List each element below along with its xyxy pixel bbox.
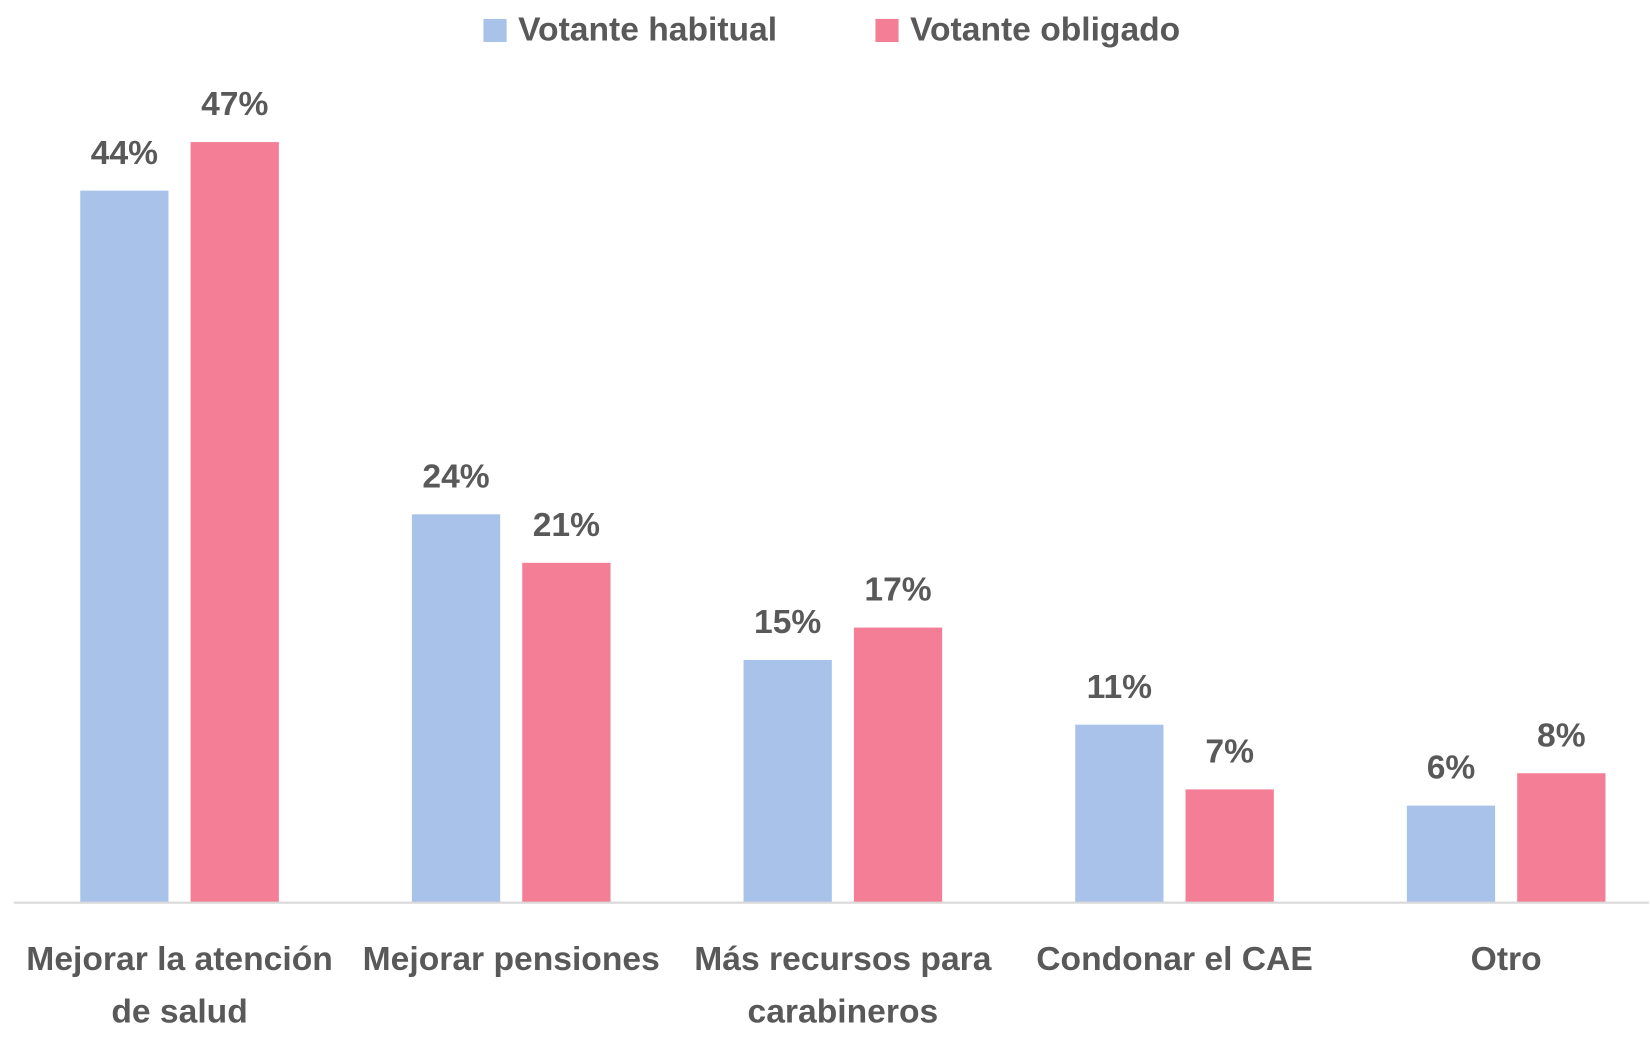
x-tick-label: Otro bbox=[1470, 939, 1542, 978]
x-label-box: Mejorar la atención de salud bbox=[26, 939, 333, 1030]
bar bbox=[411, 514, 501, 903]
bar bbox=[190, 142, 279, 903]
value-label: 7% bbox=[1205, 734, 1254, 771]
value-label: 24% bbox=[422, 458, 489, 495]
x-tick-label: Mejorar la atención de salud bbox=[26, 939, 333, 1030]
x-label-box: Mejorar pensiones bbox=[362, 939, 660, 978]
bar bbox=[522, 562, 611, 903]
bar bbox=[1075, 724, 1164, 903]
bar bbox=[853, 627, 943, 903]
x-label-box: Otro bbox=[1470, 939, 1542, 978]
x-label-box: Condonar el CAE bbox=[1036, 939, 1313, 978]
legend-label: Votante habitual bbox=[518, 11, 777, 48]
x-tick-label: Mejorar pensiones bbox=[362, 939, 660, 978]
value-label: 11% bbox=[1087, 669, 1152, 706]
x-tick-label: Condonar el CAE bbox=[1036, 939, 1313, 978]
bar bbox=[1185, 789, 1274, 903]
bar bbox=[743, 659, 832, 903]
legend-label: Votante obligado bbox=[910, 11, 1180, 48]
x-label-box: Más recursos para carabineros bbox=[694, 939, 992, 1030]
value-label: 17% bbox=[864, 572, 931, 609]
value-label: 21% bbox=[533, 507, 600, 544]
value-label: 15% bbox=[754, 604, 821, 641]
bar bbox=[1406, 805, 1496, 903]
bar bbox=[80, 190, 169, 903]
value-label: 47% bbox=[201, 86, 268, 123]
value-label: 6% bbox=[1427, 750, 1476, 787]
x-tick-label: Más recursos para carabineros bbox=[694, 939, 992, 1030]
legend-swatch bbox=[483, 18, 507, 43]
value-label: 44% bbox=[91, 135, 158, 172]
legend-swatch bbox=[875, 18, 899, 43]
value-label: 8% bbox=[1537, 717, 1586, 754]
bar bbox=[1517, 773, 1606, 903]
